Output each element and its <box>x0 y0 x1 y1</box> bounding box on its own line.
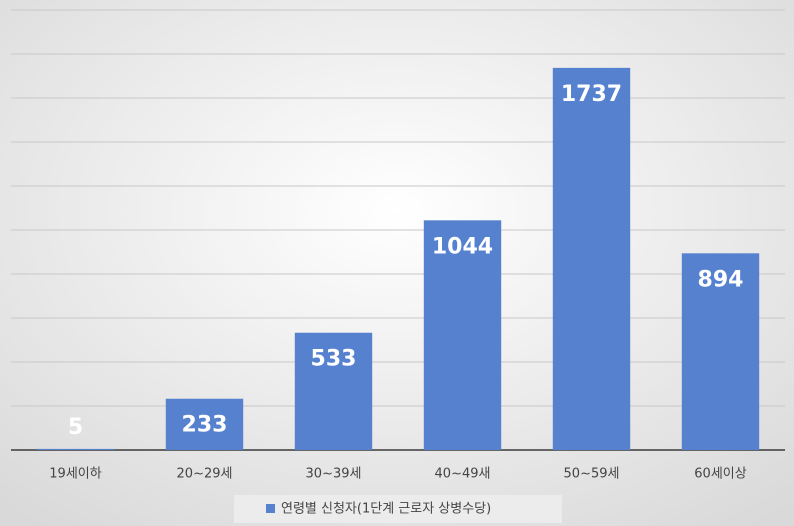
x-tick-label: 40~49새 <box>435 467 491 482</box>
bar <box>165 398 244 450</box>
data-label: 533 <box>311 347 357 372</box>
legend-swatch <box>266 504 275 513</box>
bar <box>294 332 373 450</box>
data-label: 5 <box>68 415 83 440</box>
bar <box>681 253 760 450</box>
data-label: 1737 <box>561 82 622 107</box>
x-tick-label: 20~29세 <box>177 467 233 482</box>
x-tick-label: 19세이하 <box>49 467 101 482</box>
data-label: 894 <box>698 267 744 292</box>
legend-label: 연령별 신청자(1단계 근로자 상병수당) <box>281 502 491 517</box>
bar <box>36 448 115 450</box>
data-label: 233 <box>182 413 228 438</box>
data-label: 1044 <box>432 234 493 259</box>
x-tick-label: 60세이상 <box>694 467 746 482</box>
x-tick-label: 30~39세 <box>306 467 362 482</box>
x-tick-label: 50~59세 <box>564 467 620 482</box>
bar <box>552 67 631 451</box>
bar <box>423 220 502 450</box>
legend-box <box>234 495 562 523</box>
